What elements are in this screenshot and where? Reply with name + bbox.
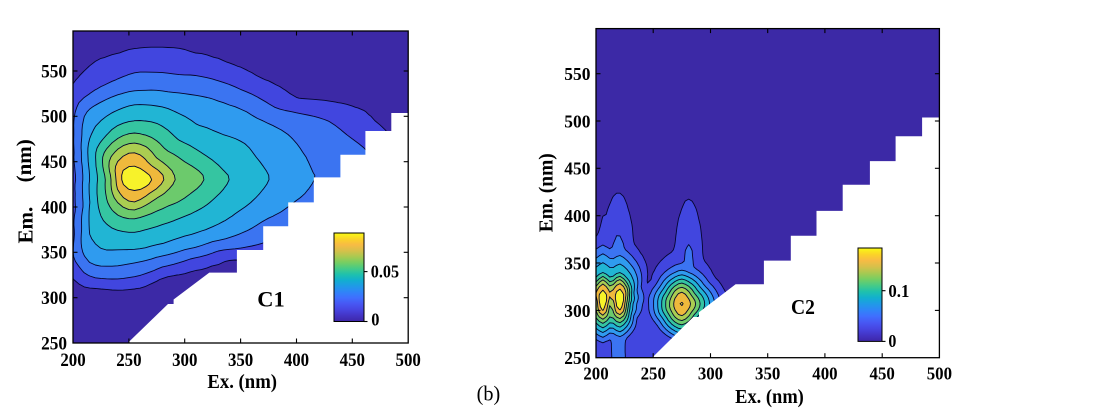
svg-text:300: 300: [698, 364, 723, 384]
svg-text:Ex. (nm): Ex. (nm): [207, 372, 277, 393]
svg-text:450: 450: [340, 350, 365, 371]
svg-text:350: 350: [755, 364, 780, 384]
svg-text:200: 200: [583, 364, 608, 384]
svg-text:0: 0: [371, 310, 379, 330]
svg-text:Em. (nm): Em. (nm): [535, 153, 557, 232]
svg-text:250: 250: [116, 350, 141, 371]
svg-text:250: 250: [641, 364, 666, 384]
svg-text:400: 400: [812, 364, 837, 384]
svg-text:500: 500: [41, 107, 67, 128]
svg-text:Em.: Em.: [13, 207, 37, 244]
svg-text:0.1: 0.1: [888, 281, 909, 301]
svg-text:0: 0: [888, 331, 896, 351]
svg-text:550: 550: [41, 61, 67, 82]
svg-text:350: 350: [228, 350, 253, 371]
svg-text:Ex. (nm): Ex. (nm): [735, 387, 804, 408]
svg-text:450: 450: [41, 152, 67, 173]
svg-text:C2: C2: [791, 295, 815, 319]
svg-text:250: 250: [41, 333, 67, 354]
svg-text:300: 300: [41, 288, 67, 309]
svg-text:500: 500: [564, 111, 590, 131]
svg-text:400: 400: [284, 350, 309, 371]
svg-text:0.05: 0.05: [371, 261, 399, 281]
svg-text:250: 250: [564, 348, 590, 368]
svg-text:400: 400: [564, 206, 590, 226]
svg-text:350: 350: [564, 253, 590, 273]
svg-text:450: 450: [870, 364, 895, 384]
svg-text:350: 350: [41, 243, 67, 264]
svg-text:300: 300: [172, 350, 197, 371]
svg-text:400: 400: [41, 197, 67, 218]
svg-text:C1: C1: [257, 286, 285, 311]
svg-text:(b): (b): [477, 381, 501, 405]
svg-text:500: 500: [396, 350, 421, 371]
svg-text:300: 300: [564, 301, 590, 321]
svg-text:200: 200: [60, 350, 85, 371]
svg-text:(nm): (nm): [12, 139, 36, 182]
svg-text:500: 500: [927, 364, 952, 384]
svg-text:550: 550: [564, 64, 590, 84]
svg-text:450: 450: [564, 159, 590, 179]
